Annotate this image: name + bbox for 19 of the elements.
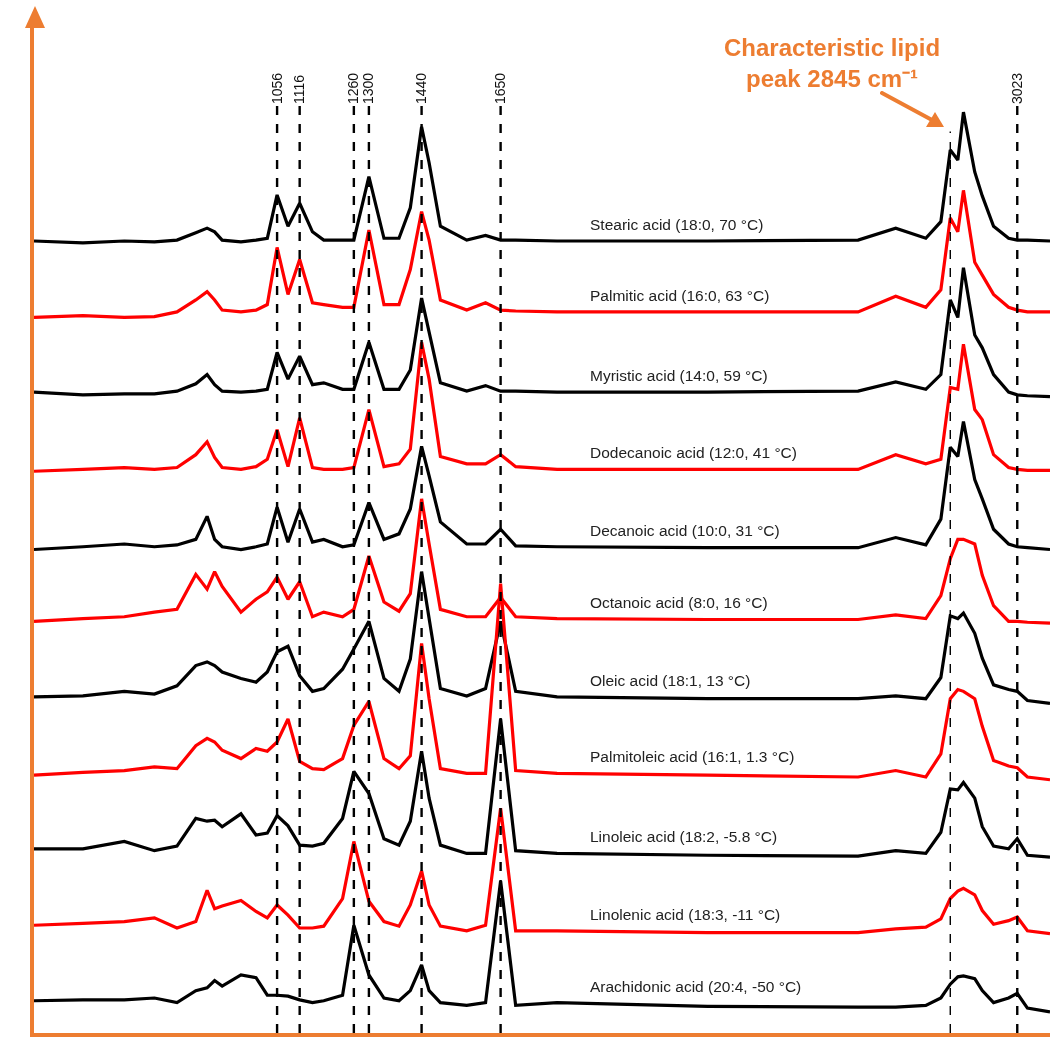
x-tick-label: 1650 xyxy=(492,72,509,105)
series-label: Oleic acid (18:1, 13 °C) xyxy=(590,672,751,689)
series-label: Palmitic acid (16:0, 63 °C) xyxy=(590,287,770,304)
x-tick-label: 1300 xyxy=(360,72,377,105)
x-tick-label: 1260 xyxy=(345,72,362,105)
x-tick-label: 1056 xyxy=(268,72,285,105)
x-tick-label: 1440 xyxy=(413,72,430,105)
series-label: Myristic acid (14:0, 59 °C) xyxy=(590,367,768,384)
series-label: Decanoic acid (10:0, 31 °C) xyxy=(590,522,780,539)
text: Characteristic lipid peak 2845 cm⁻¹ xyxy=(724,34,941,93)
series-label: Palmitoleic acid (16:1, 1.3 °C) xyxy=(590,748,795,765)
series-label: Linolenic acid (18:3, -11 °C) xyxy=(590,906,781,923)
series-label: Octanoic acid (8:0, 16 °C) xyxy=(590,594,768,611)
x-tick-label: 1116 xyxy=(291,74,308,105)
series-label: Stearic acid (18:0, 70 °C) xyxy=(590,216,764,233)
series-label: Dodecanoic acid (12:0, 41 °C) xyxy=(590,444,797,461)
x-tick-label: 3023 xyxy=(1008,72,1025,105)
series-label: Arachidonic acid (20:4, -50 °C) xyxy=(590,978,802,995)
series-label: Linoleic acid (18:2, -5.8 °C) xyxy=(590,828,778,845)
